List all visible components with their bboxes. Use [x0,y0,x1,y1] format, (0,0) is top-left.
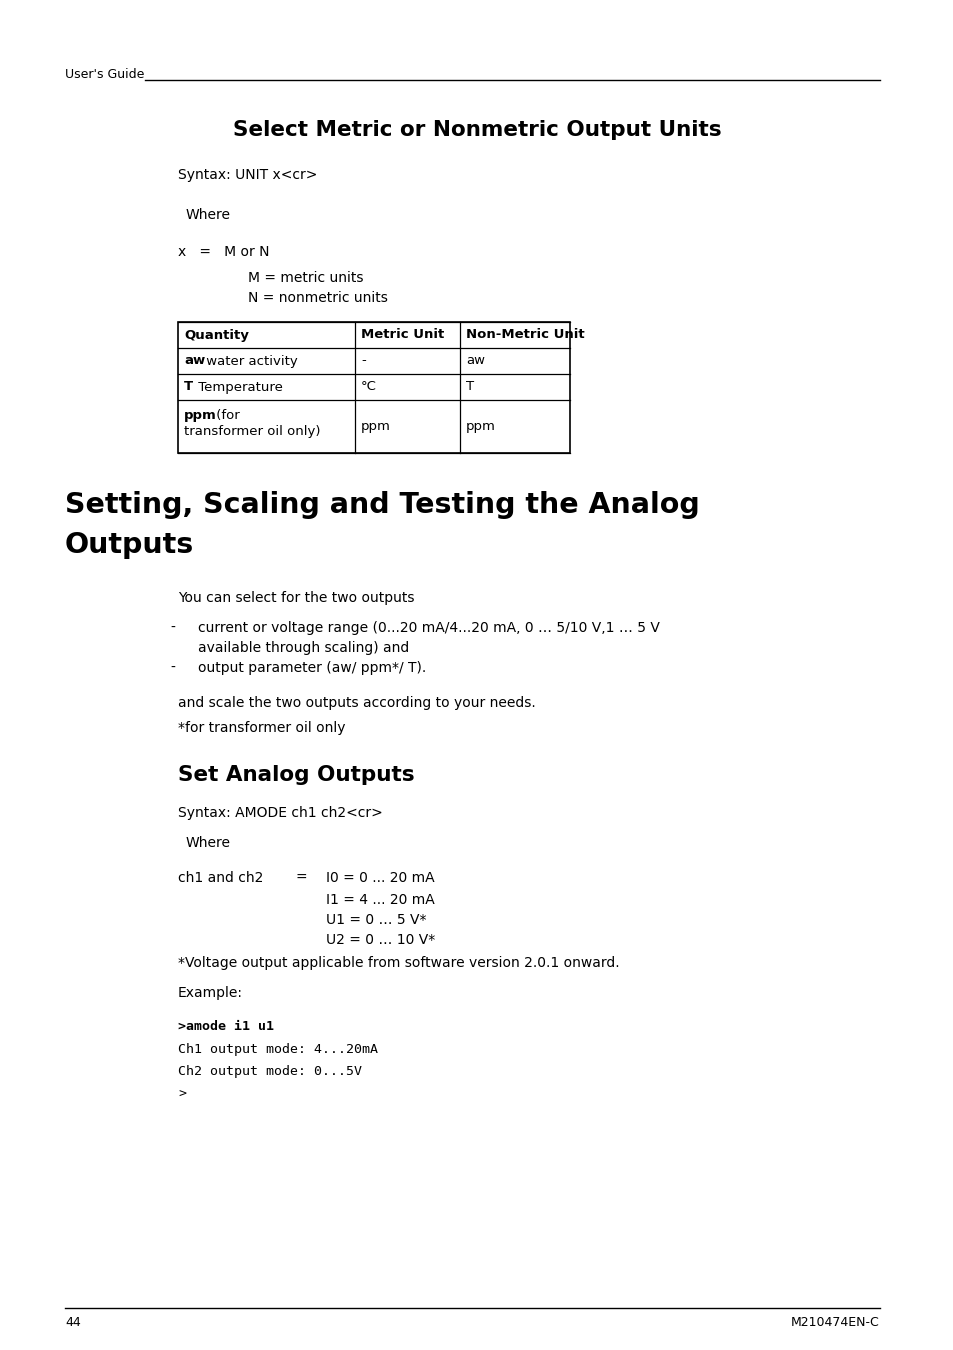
Text: aw: aw [465,355,484,367]
Text: current or voltage range (0...20 mA/4...20 mA, 0 … 5/10 V,1 … 5 V: current or voltage range (0...20 mA/4...… [198,621,659,634]
Text: -: - [170,621,174,634]
Text: Select Metric or Nonmetric Output Units: Select Metric or Nonmetric Output Units [233,120,720,140]
Text: (for: (for [212,409,239,421]
Text: x   =   M or N: x = M or N [178,244,269,259]
Text: ppm: ppm [465,420,496,433]
Text: ch1 and ch2: ch1 and ch2 [178,871,263,886]
Text: -: - [360,355,365,367]
Text: ppm: ppm [184,409,216,421]
Text: U1 = 0 … 5 V*: U1 = 0 … 5 V* [326,913,426,927]
Text: Where: Where [186,836,231,850]
Text: Ch2 output mode: 0...5V: Ch2 output mode: 0...5V [178,1065,361,1079]
Text: *for transformer oil only: *for transformer oil only [178,721,345,734]
Text: Syntax: AMODE ch1 ch2<cr>: Syntax: AMODE ch1 ch2<cr> [178,806,382,819]
Text: and scale the two outputs according to your needs.: and scale the two outputs according to y… [178,697,536,710]
Text: You can select for the two outputs: You can select for the two outputs [178,591,414,605]
Text: I0 = 0 ... 20 mA: I0 = 0 ... 20 mA [326,871,435,886]
Text: M210474EN-C: M210474EN-C [790,1315,879,1328]
Text: ppm: ppm [360,420,391,433]
Text: >amode i1 u1: >amode i1 u1 [178,1021,274,1034]
Text: Syntax: UNIT x<cr>: Syntax: UNIT x<cr> [178,167,317,182]
Text: Quantity: Quantity [184,328,249,342]
Text: T: T [184,381,193,393]
Text: =: = [295,871,307,886]
Text: Non-Metric Unit: Non-Metric Unit [465,328,584,342]
Text: M = metric units: M = metric units [248,271,363,285]
Text: >: > [178,1088,186,1100]
Text: Temperature: Temperature [193,381,283,393]
Text: N = nonmetric units: N = nonmetric units [248,292,388,305]
Text: User's Guide: User's Guide [65,69,144,81]
Text: Set Analog Outputs: Set Analog Outputs [178,765,415,784]
Text: -: - [170,662,174,675]
Text: °C: °C [360,381,376,393]
Text: T: T [465,381,474,393]
Text: Where: Where [186,208,231,221]
Bar [178,323,569,454]
Text: transformer oil only): transformer oil only) [184,425,320,439]
Text: Ch1 output mode: 4...20mA: Ch1 output mode: 4...20mA [178,1044,377,1057]
Text: output parameter (aw/ ppm*/ T).: output parameter (aw/ ppm*/ T). [198,662,426,675]
Text: available through scaling) and: available through scaling) and [198,641,409,655]
Text: aw: aw [184,355,205,367]
Text: Example:: Example: [178,986,243,1000]
Text: I1 = 4 ... 20 mA: I1 = 4 ... 20 mA [326,892,435,907]
Text: water activity: water activity [202,355,297,367]
Text: Setting, Scaling and Testing the Analog: Setting, Scaling and Testing the Analog [65,491,699,518]
Text: Metric Unit: Metric Unit [360,328,444,342]
Text: *Voltage output applicable from software version 2.0.1 onward.: *Voltage output applicable from software… [178,956,619,971]
Text: Outputs: Outputs [65,531,194,559]
Text: U2 = 0 … 10 V*: U2 = 0 … 10 V* [326,933,435,946]
Text: 44: 44 [65,1315,81,1328]
